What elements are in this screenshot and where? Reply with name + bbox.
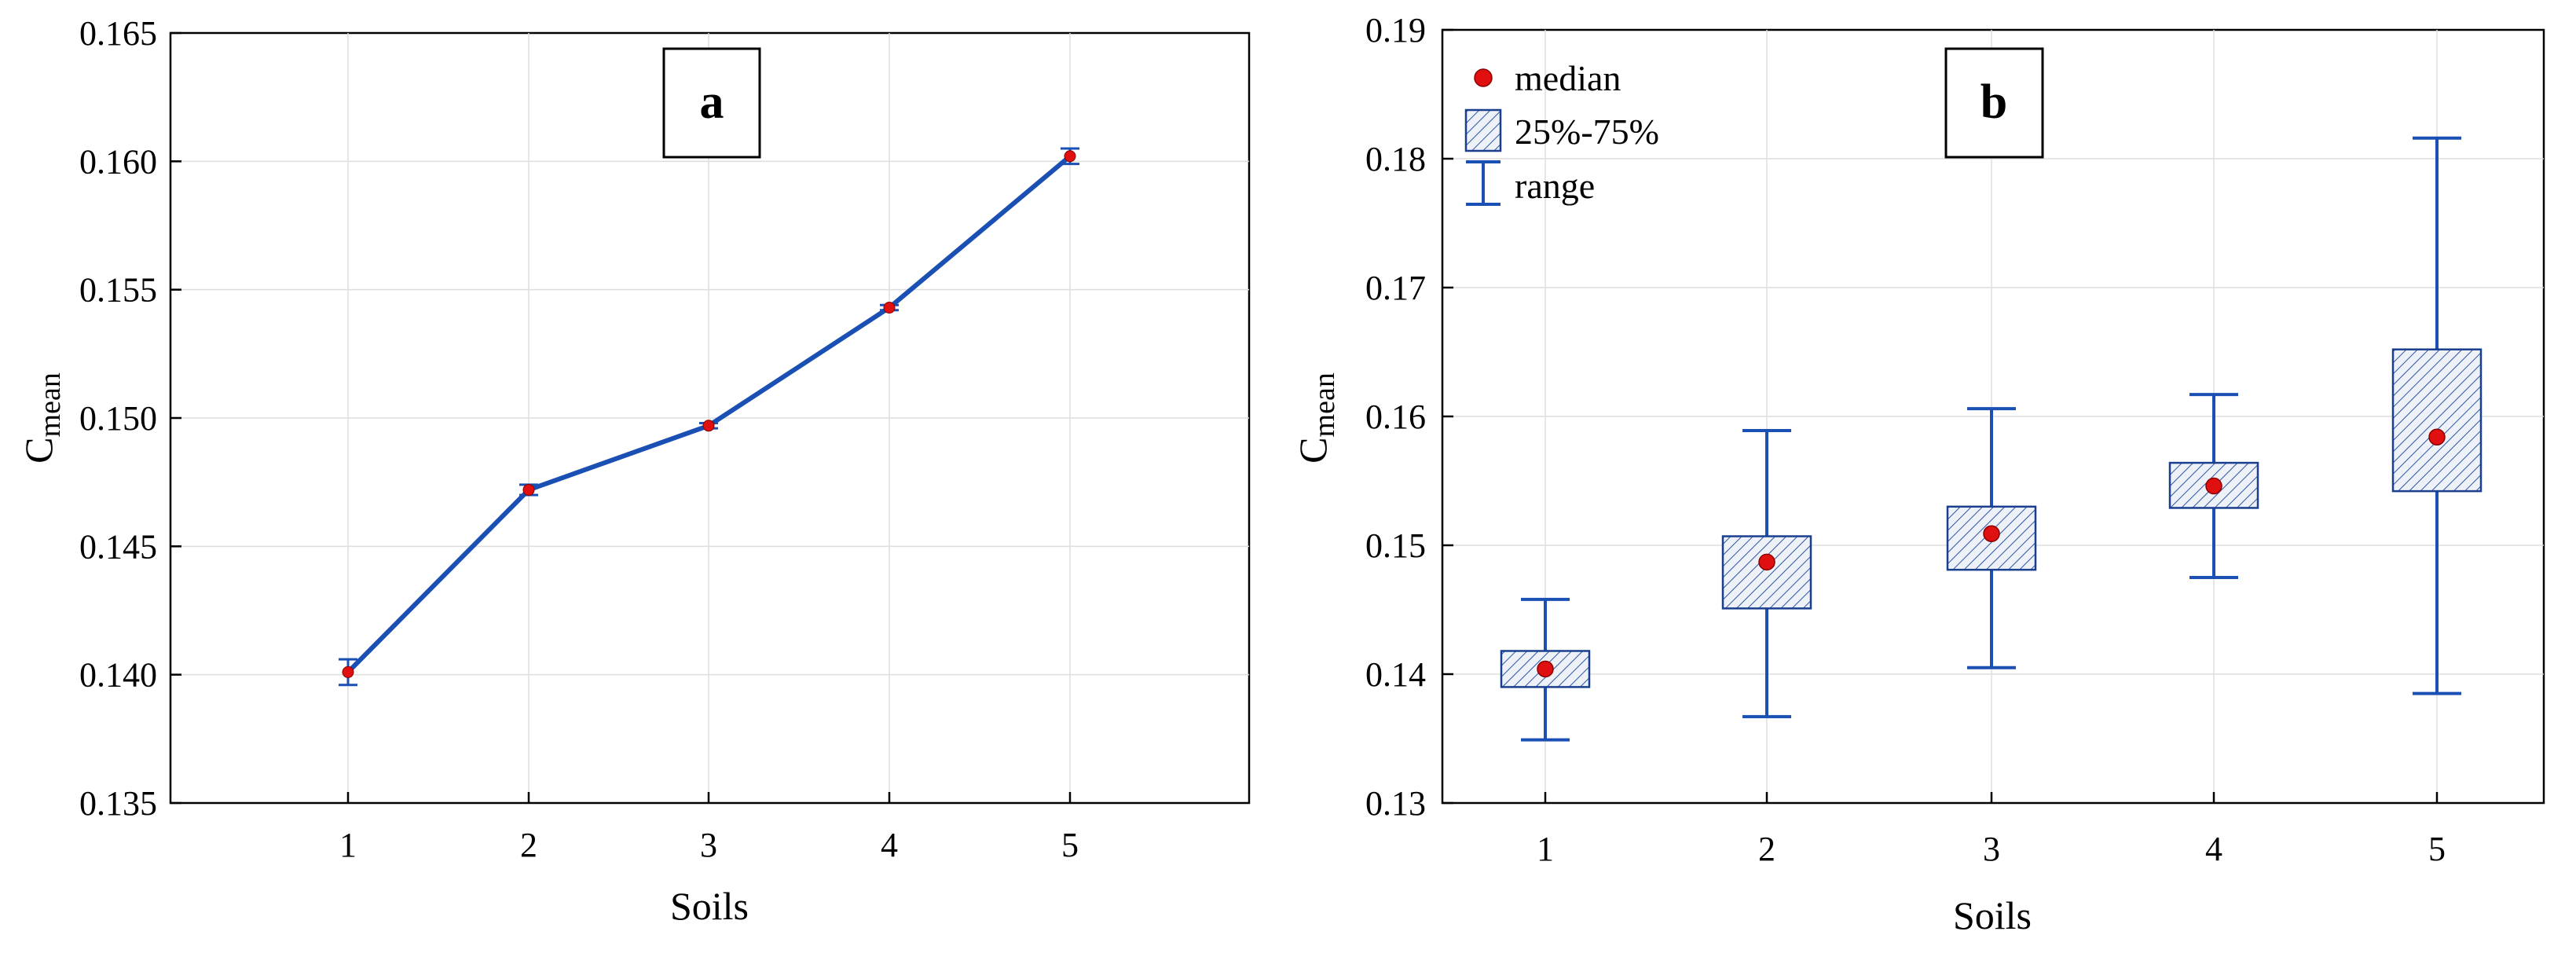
a-x-tick-label: 4 (881, 826, 898, 864)
b-y-tick-label: 0.15 (1365, 526, 1426, 565)
panel-a-data-point (883, 302, 896, 314)
legend-median-marker (1474, 68, 1493, 87)
panel-b-box-2 (1721, 429, 1812, 719)
panel-b-x-ticks: 1 2 3 4 5 (1537, 792, 2446, 868)
a-y-tick-label: 0.165 (79, 14, 157, 53)
panel-b-label: b (1981, 75, 2007, 129)
panel-a-y-axis-label: Cmean (16, 372, 67, 464)
legend-median-label: median (1515, 58, 1621, 98)
median-marker (1758, 553, 1775, 571)
legend-range-marker (1466, 160, 1501, 206)
panel-a-y-ticks: 0.135 0.140 0.145 0.150 0.155 0.160 0.165 (79, 14, 181, 823)
panel-b-y-label-main: C (1291, 437, 1335, 463)
b-x-tick-label: 3 (1983, 830, 2000, 868)
median-marker (1983, 525, 2000, 542)
legend-box-label: 25%-75% (1515, 112, 1659, 152)
a-x-tick-label: 5 (1061, 826, 1079, 864)
panel-a-y-label-subscript: mean (34, 372, 67, 437)
b-y-tick-label: 0.17 (1365, 269, 1426, 307)
panel-a-data-point (522, 483, 535, 496)
b-x-tick-label: 1 (1537, 830, 1554, 868)
panel-b-boxes (1500, 136, 2483, 742)
a-x-tick-label: 2 (520, 826, 537, 864)
panel-b-x-axis-label: Soils (1953, 893, 2032, 937)
panel-a-label: a (700, 75, 724, 129)
median-marker (1537, 660, 1554, 678)
panel-b: 0.13 0.14 0.15 0.16 0.17 0.18 0.19 1 2 3 4 5 b Soi… (1291, 11, 2545, 937)
a-x-tick-label: 1 (339, 826, 357, 864)
panel-b-box-1 (1500, 597, 1591, 742)
panel-b-legend: median 25%-75% range (1464, 58, 1659, 206)
b-x-tick-label: 2 (1758, 830, 1775, 868)
panel-a-data-point (702, 420, 715, 432)
b-y-tick-label: 0.18 (1365, 140, 1426, 178)
legend-range-label: range (1515, 166, 1595, 206)
b-y-tick-label: 0.14 (1365, 655, 1426, 694)
median-marker (2205, 477, 2222, 495)
panel-a-label-box (662, 47, 761, 159)
panel-b-y-ticks: 0.13 0.14 0.15 0.16 0.17 0.18 0.19 (1365, 11, 1453, 823)
a-y-tick-label: 0.150 (79, 399, 157, 438)
iqr-box (2391, 348, 2483, 493)
svg-text:Cmean: Cmean (16, 372, 67, 464)
panel-a-y-label-main: C (16, 437, 60, 463)
b-y-tick-label: 0.16 (1365, 398, 1426, 436)
panel-b-y-axis-label: Cmean (1291, 372, 1341, 464)
a-y-tick-label: 0.155 (79, 271, 157, 310)
panel-b-box-5 (2391, 136, 2483, 695)
panel-a-series (339, 147, 1079, 687)
panel-a: 0.135 0.140 0.145 0.150 0.155 0.160 0.165 1 2 3 4… (16, 14, 1251, 928)
b-x-tick-label: 4 (2205, 830, 2222, 868)
panel-b-box-3 (1946, 407, 2037, 669)
panel-b-box-4 (2168, 393, 2259, 579)
legend-box-swatch (1464, 108, 1502, 152)
iqr-box (1721, 535, 1812, 610)
a-x-tick-label: 3 (700, 826, 717, 864)
panel-a-data-point (342, 666, 354, 678)
a-y-tick-label: 0.140 (79, 656, 157, 695)
a-y-tick-label: 0.145 (79, 527, 157, 566)
panel-b-y-label-subscript: mean (1308, 372, 1341, 437)
iqr-box (2168, 461, 2259, 509)
median-marker (2428, 428, 2446, 446)
panel-a-data-point (1064, 150, 1076, 163)
a-y-tick-label: 0.135 (79, 784, 157, 823)
panel-b-label-box (1944, 47, 2044, 159)
b-x-tick-label: 5 (2428, 830, 2446, 868)
panel-a-x-axis-label: Soils (670, 884, 749, 928)
a-y-tick-label: 0.160 (79, 142, 157, 181)
b-y-tick-label: 0.13 (1365, 784, 1426, 823)
panel-a-x-ticks: 1 2 3 4 5 (339, 792, 1079, 864)
b-y-tick-label: 0.19 (1365, 11, 1426, 50)
svg-text:Cmean: Cmean (1291, 372, 1341, 464)
